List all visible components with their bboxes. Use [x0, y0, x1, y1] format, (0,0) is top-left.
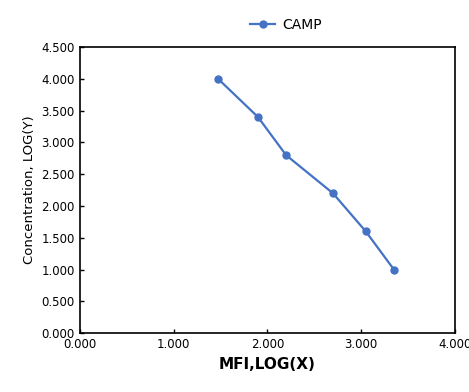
CAMP [215, 76, 221, 81]
CAMP [330, 191, 336, 196]
CAMP [283, 153, 289, 158]
CAMP [255, 114, 261, 119]
Legend: CAMP: CAMP [245, 12, 327, 37]
X-axis label: MFI,LOG(X): MFI,LOG(X) [219, 357, 316, 372]
CAMP [391, 267, 397, 272]
CAMP [363, 229, 369, 234]
Line: CAMP: CAMP [215, 75, 397, 273]
Y-axis label: Concentration, LOG(Y): Concentration, LOG(Y) [23, 116, 36, 265]
